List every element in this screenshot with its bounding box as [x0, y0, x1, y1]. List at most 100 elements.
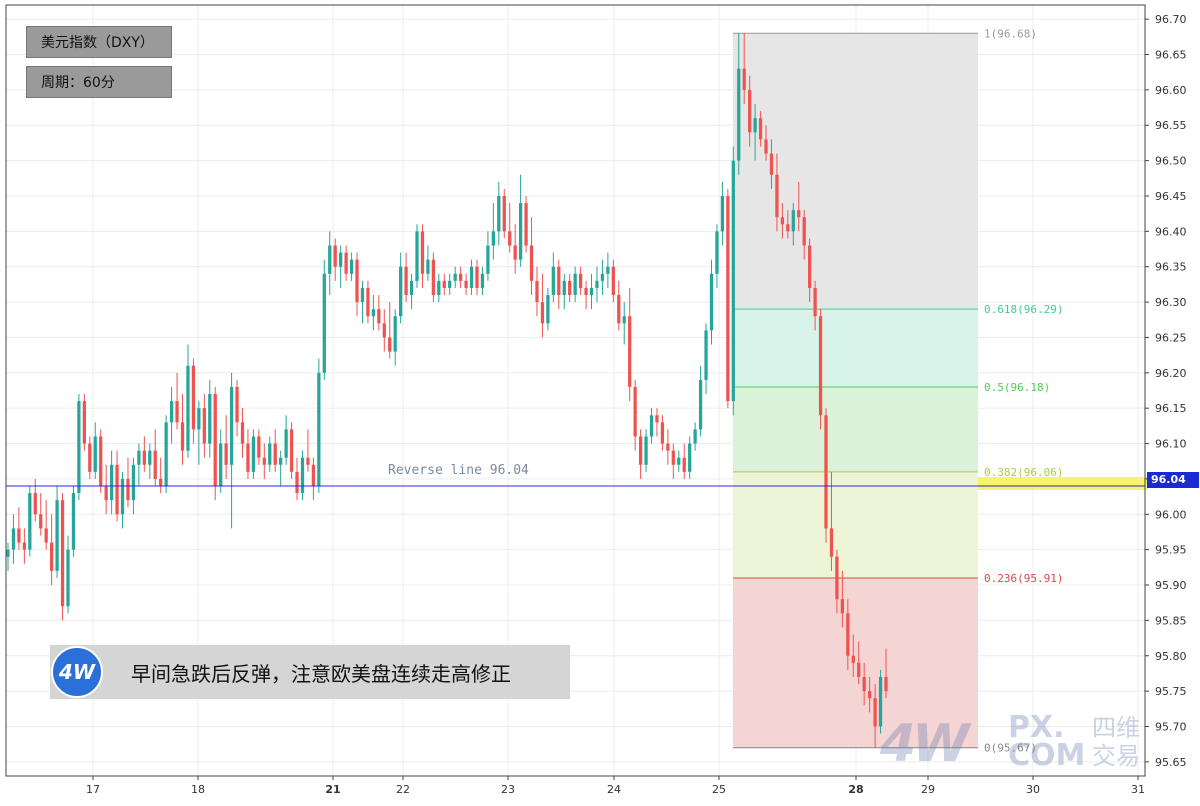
y-tick-label: 95.80 — [1155, 650, 1187, 663]
candle-body — [535, 280, 539, 303]
candle-body — [66, 549, 70, 607]
candle-body — [660, 422, 665, 444]
candle-body — [731, 160, 735, 402]
candle-body — [99, 436, 103, 486]
candle — [513, 224, 517, 274]
x-tick-label: 21 — [325, 783, 340, 796]
candle — [829, 471, 834, 571]
candle-body — [164, 422, 168, 486]
candle — [857, 641, 861, 685]
candle-body — [606, 266, 610, 274]
fib-label-0: 0(95.67) — [984, 742, 1037, 755]
candle-body — [311, 464, 316, 486]
candle-body — [846, 613, 850, 656]
candle-body — [813, 287, 817, 317]
candle-body — [137, 450, 141, 465]
candle-body — [191, 365, 196, 430]
candle-body — [399, 266, 403, 317]
candle-body — [578, 273, 583, 288]
candle-body — [682, 457, 686, 472]
candle — [557, 259, 561, 310]
y-tick-label: 96.45 — [1155, 190, 1187, 203]
candle-body — [420, 231, 425, 274]
candle — [437, 273, 441, 303]
candle — [393, 309, 397, 366]
candle — [628, 287, 632, 402]
x-tick-label: 31 — [1131, 783, 1145, 796]
candle — [480, 266, 485, 296]
candle-body — [306, 457, 310, 465]
candle — [666, 429, 670, 465]
candle — [289, 422, 294, 479]
candle — [11, 514, 16, 564]
y-tick-label: 96.55 — [1155, 119, 1187, 132]
candle-body — [382, 323, 386, 338]
watermark-cn: 四维 交易 — [1092, 714, 1140, 770]
candlesticks — [6, 33, 888, 748]
candle — [180, 394, 185, 465]
candle — [339, 245, 343, 288]
candle-body — [628, 316, 632, 387]
candle-body — [44, 528, 48, 543]
candle-body — [186, 365, 190, 451]
candle — [649, 408, 654, 444]
y-tick-label: 96.15 — [1155, 402, 1187, 415]
candle — [382, 309, 386, 352]
candle-body — [551, 266, 555, 296]
candle — [377, 295, 381, 331]
candle-body — [349, 259, 354, 274]
candle — [491, 203, 495, 260]
candle-body — [213, 394, 217, 486]
candle — [137, 443, 141, 486]
candle — [698, 365, 703, 437]
candle-body — [235, 386, 239, 423]
candle — [753, 104, 757, 161]
y-tick-label: 96.50 — [1155, 155, 1187, 168]
y-tick-label: 95.95 — [1155, 544, 1187, 557]
candle — [748, 75, 752, 147]
candle — [306, 429, 310, 472]
candle — [246, 429, 250, 479]
y-tick-label: 95.70 — [1155, 720, 1187, 733]
candle-body — [115, 464, 119, 515]
candle — [458, 266, 463, 288]
candle-body — [475, 266, 479, 288]
candle — [6, 542, 10, 571]
plot-frame — [5, 4, 1146, 777]
candle — [175, 372, 179, 430]
candle-body — [818, 316, 823, 416]
candle — [317, 358, 321, 494]
y-tick-label: 96.00 — [1155, 508, 1187, 521]
candle — [715, 224, 719, 288]
fib-label-0.618: 0.618(96.29) — [984, 303, 1063, 316]
candle-body — [289, 429, 294, 472]
candle-body — [458, 273, 463, 281]
candle — [164, 415, 168, 494]
candle — [99, 429, 103, 494]
candle — [197, 401, 201, 465]
candle — [442, 273, 446, 296]
candle — [677, 450, 681, 472]
candle — [104, 464, 108, 515]
candle — [497, 181, 501, 246]
candle — [840, 570, 845, 628]
candle-body — [666, 443, 670, 451]
y-tick-label: 96.60 — [1155, 84, 1187, 97]
candle-body — [11, 528, 16, 550]
candle-body — [388, 337, 392, 352]
candle-body — [279, 457, 283, 465]
candle-body — [513, 245, 517, 260]
candle — [622, 302, 626, 345]
candle-body — [698, 379, 703, 430]
candle — [44, 500, 48, 550]
x-tick-label: 25 — [712, 783, 726, 796]
candle — [142, 436, 146, 472]
candle — [120, 471, 125, 529]
candle-body — [584, 287, 588, 296]
candle-body — [131, 464, 136, 501]
candle — [524, 195, 528, 253]
commentary-banner: 4W 早间急跌后反弹，注意欧美盘连续走高修正 — [50, 645, 570, 699]
candle-body — [568, 280, 572, 296]
candle-body — [704, 330, 708, 380]
candle — [671, 443, 675, 479]
